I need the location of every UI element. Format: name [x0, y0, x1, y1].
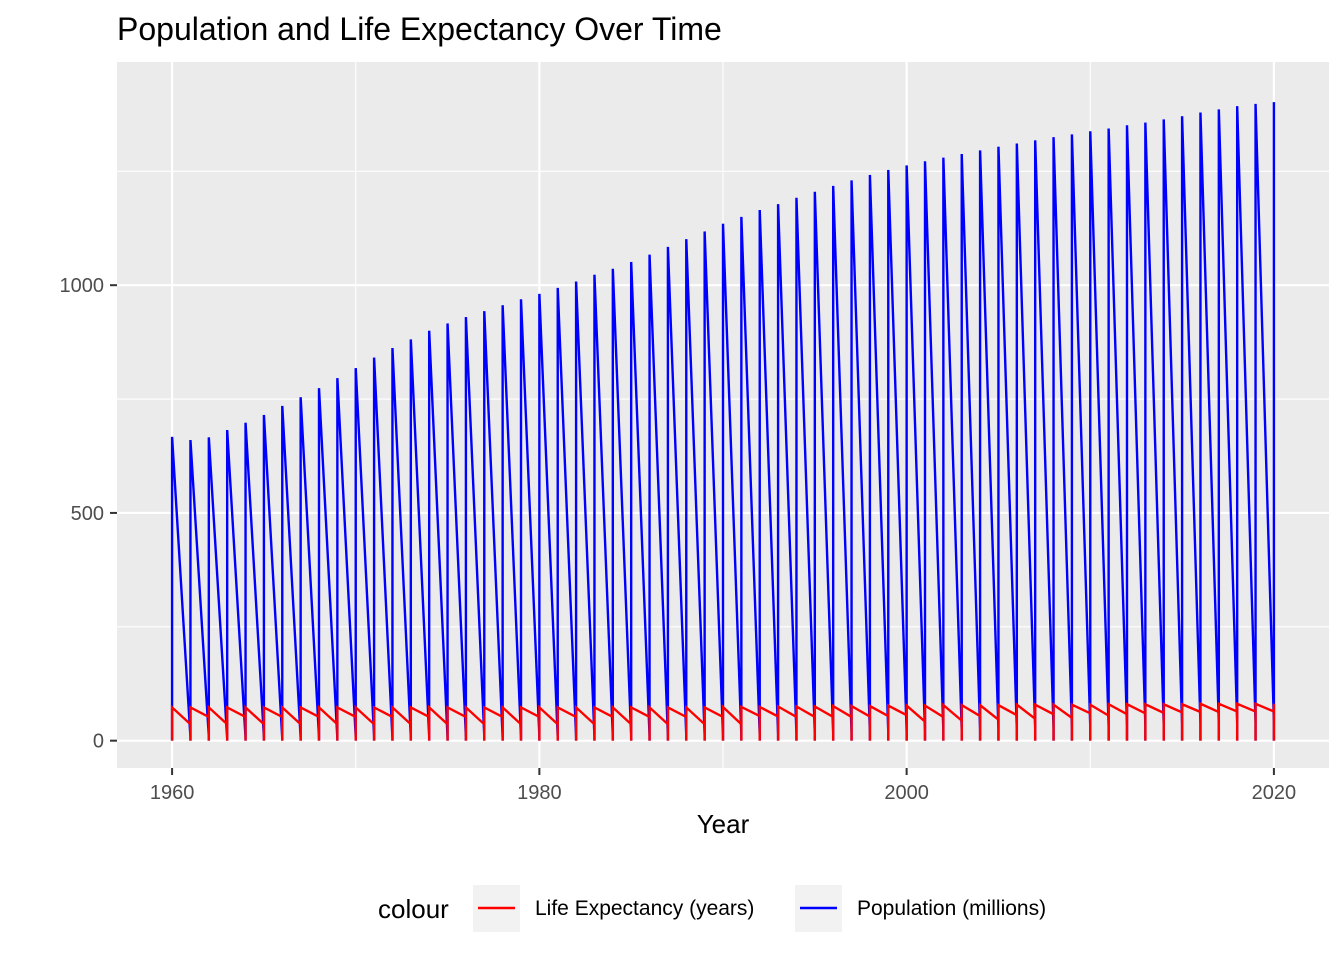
x-tick-label: 2020	[1252, 782, 1297, 804]
legend-title: colour	[378, 894, 449, 924]
legend-label-life-expectancy: Life Expectancy (years)	[535, 897, 754, 920]
y-axis: 0 500 1000	[60, 275, 117, 753]
series-layer	[170, 102, 1276, 741]
x-tick-label: 1980	[517, 782, 562, 804]
x-axis: 1960 1980 2000 2020	[150, 768, 1296, 804]
x-axis-title: Year	[697, 809, 750, 839]
y-tick-label: 500	[71, 503, 104, 525]
y-tick-label: 0	[93, 731, 104, 753]
x-tick-label: 2000	[884, 782, 929, 804]
x-tick-label: 1960	[150, 782, 195, 804]
chart-title: Population and Life Expectancy Over Time	[117, 11, 722, 47]
legend: colour Life Expectancy (years) Populatio…	[378, 885, 1046, 932]
legend-label-population: Population (millions)	[857, 897, 1046, 920]
series-life-expectancy-line	[170, 701, 1276, 741]
y-tick-label: 1000	[60, 275, 105, 297]
